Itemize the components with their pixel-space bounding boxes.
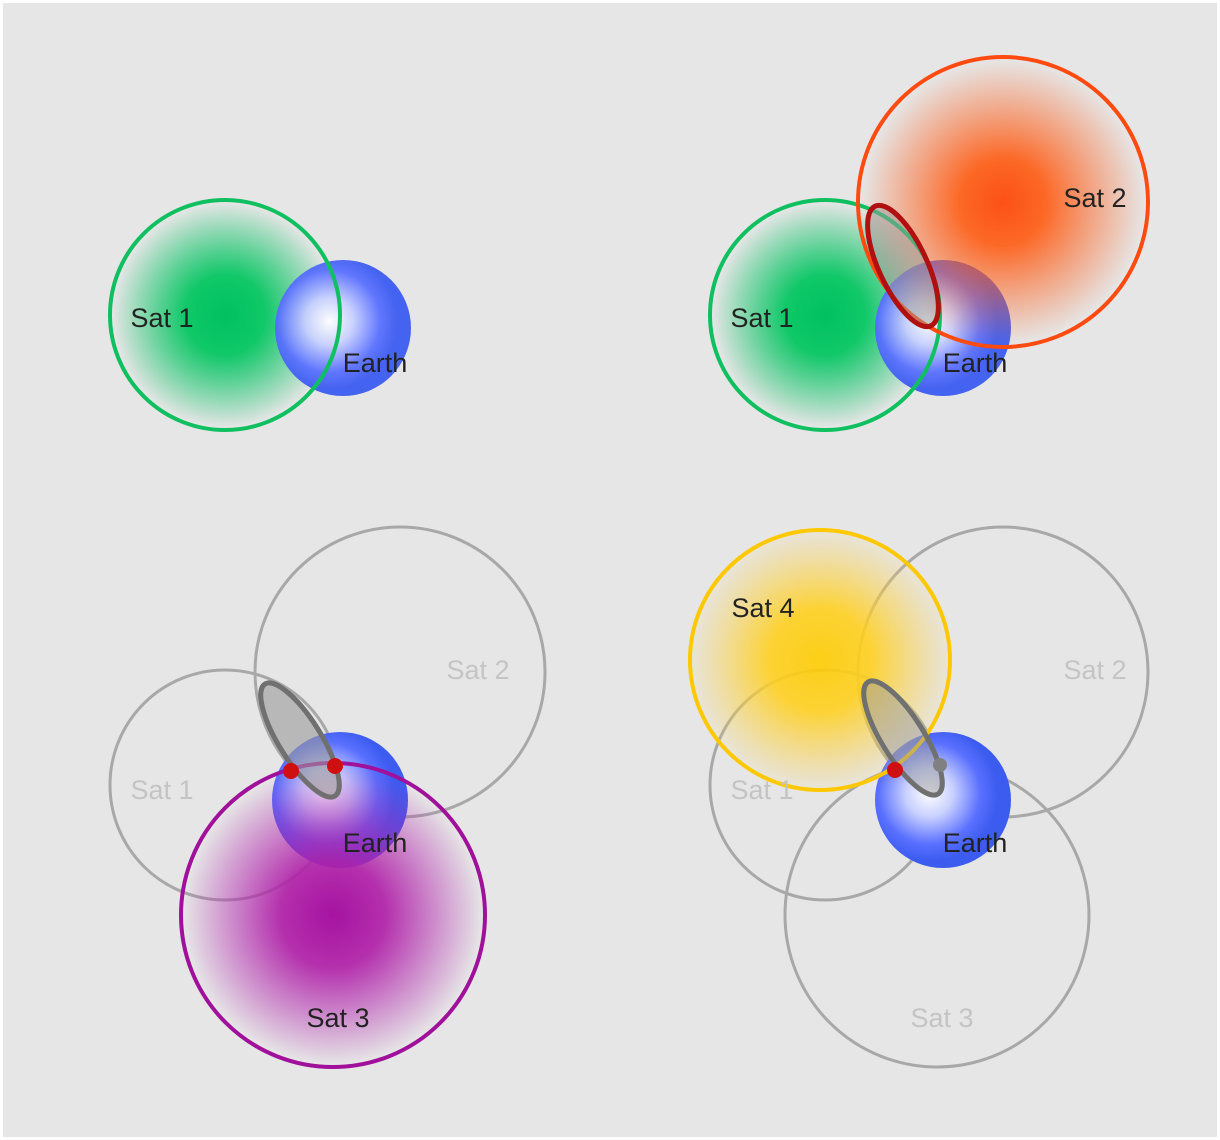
position-dot: [887, 762, 903, 778]
sat-1-circle: [108, 198, 342, 432]
intersection-ellipse: [865, 202, 941, 330]
earth: [275, 260, 411, 396]
label: Earth: [943, 348, 1008, 378]
panel: Sat 4 Sat 2 Sat 1 Earth Sat 3: [688, 525, 1150, 1069]
label: Sat 2: [446, 655, 509, 685]
panel: Sat 1 Earth: [108, 198, 411, 432]
label: Sat 3: [910, 1003, 973, 1033]
intersection-ellipse: [258, 680, 342, 800]
intersection-ellipse: [861, 678, 945, 798]
label: Sat 1: [130, 775, 193, 805]
position-dot: [283, 763, 299, 779]
sat-2-circle: [856, 55, 1150, 349]
position-dot: [327, 758, 343, 774]
label: Sat 2: [1063, 183, 1126, 213]
label: Sat 3: [306, 1003, 369, 1033]
position-dot: [933, 758, 947, 772]
sat-3-area: [183, 765, 483, 1065]
label: Earth: [943, 828, 1008, 858]
label: Sat 4: [731, 593, 794, 623]
sat-1-area: [112, 202, 338, 428]
label: Earth: [343, 828, 408, 858]
label: Sat 1: [730, 303, 793, 333]
panel: Sat 1 Sat 2 Earth Sat 3: [108, 525, 547, 1069]
label: Earth: [343, 348, 408, 378]
panel: Sat 1 Earth Sat 2: [708, 55, 1150, 432]
label: Sat 1: [130, 303, 193, 333]
label: Sat 2: [1063, 655, 1126, 685]
sat-4-circle: [688, 528, 952, 792]
label: Sat 1: [730, 775, 793, 805]
